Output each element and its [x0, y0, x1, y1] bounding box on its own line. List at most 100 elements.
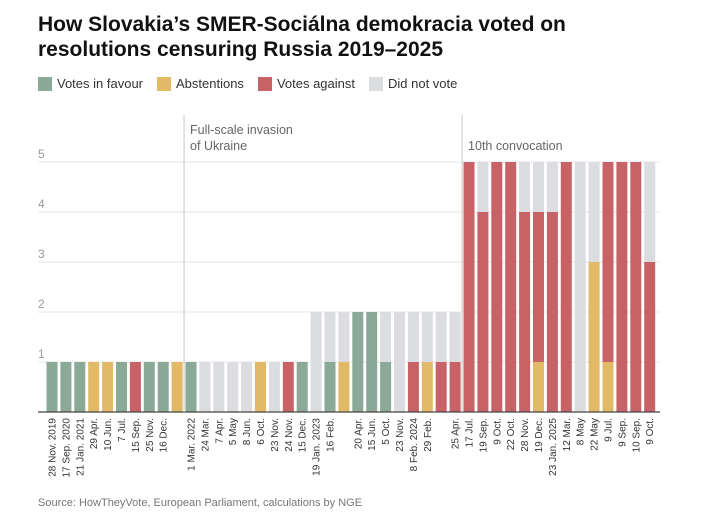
bar-segment-against	[449, 362, 461, 412]
bar-segment-favour	[143, 362, 155, 412]
bar-segment-none	[421, 312, 433, 362]
bar-segment-favour	[296, 362, 308, 412]
bar-segment-favour	[60, 362, 72, 412]
legend-item-none: Did not vote	[369, 76, 457, 91]
bar-segment-none	[241, 362, 253, 412]
x-tick-label: 7 Apr.	[214, 418, 225, 444]
bar-segment-against	[435, 362, 447, 412]
x-tick-label: 9 Sep.	[617, 418, 628, 447]
bar-segment-none	[533, 162, 544, 212]
x-tick-label: 17 Sep. 2020	[61, 418, 72, 478]
legend-label: Votes in favour	[57, 76, 143, 91]
x-tick-label: 5 May	[228, 418, 239, 445]
x-tick-label: 15 Dec.	[298, 418, 309, 452]
bar-segment-none	[588, 162, 600, 262]
x-tick-label: 29 Apr.	[89, 418, 100, 449]
x-tick-label: 8 Feb. 2024	[409, 418, 420, 472]
x-tick-label: 17 Jul.	[465, 418, 476, 447]
x-tick-label: 25 Apr.	[451, 418, 462, 449]
legend: Votes in favour Abstentions Votes agains…	[38, 76, 457, 91]
x-tick-label: 28 Nov.	[520, 418, 531, 452]
legend-item-favour: Votes in favour	[38, 76, 143, 91]
bar-segment-favour	[380, 362, 392, 412]
x-tick-label: 8 Jun.	[242, 418, 253, 445]
x-tick-label: 1 Mar. 2022	[187, 418, 198, 471]
x-tick-label: 8 May	[576, 418, 587, 445]
source-note: Source: HowTheyVote, European Parliament…	[38, 497, 363, 509]
legend-item-abstain: Abstentions	[157, 76, 244, 91]
x-tick-label: 20 Apr.	[353, 418, 364, 449]
x-tick-label: 29 Feb.	[423, 418, 434, 452]
x-tick-label: 24 Mar.	[200, 418, 211, 451]
x-tick-label: 25 Nov.	[145, 418, 156, 452]
bar-segment-none	[407, 312, 419, 362]
y-tick-label: 2	[38, 297, 45, 311]
annotation-text: Full-scale invasion	[190, 123, 293, 137]
bar-segment-none	[213, 362, 225, 412]
x-tick-label: 15 Sep.	[131, 418, 142, 452]
bar-segment-none	[574, 162, 586, 412]
y-tick-label: 4	[38, 197, 45, 211]
legend-swatch-favour	[38, 76, 52, 91]
bar-segment-against	[560, 162, 572, 412]
bar-segment-abstain	[88, 362, 100, 412]
x-tick-label: 10 Jun.	[103, 418, 114, 451]
x-tick-label: 23 Nov.	[395, 418, 406, 452]
bar-segment-favour	[185, 362, 197, 412]
bar-segment-abstain	[588, 262, 600, 412]
legend-item-against: Votes against	[257, 76, 355, 91]
x-tick-label: 9 Jul.	[604, 418, 615, 442]
bar-segment-none	[394, 312, 405, 412]
annotation-text: 10th convocation	[468, 139, 563, 153]
bar-segment-against	[616, 162, 628, 412]
x-tick-label: 16 Dec.	[159, 418, 170, 452]
bar-segment-abstain	[338, 362, 350, 412]
legend-swatch-against	[257, 76, 272, 91]
bar-segment-favour	[116, 362, 127, 412]
x-tick-label: 23 Jan. 2025	[548, 418, 559, 476]
legend-label: Abstentions	[176, 76, 244, 91]
bar-segment-against	[463, 162, 475, 412]
bar-segment-none	[644, 162, 656, 262]
y-tick-label: 1	[38, 347, 45, 361]
bar-segment-favour	[366, 312, 378, 412]
x-tick-label: 12 Mar.	[562, 418, 573, 451]
x-tick-label: 5 Oct.	[381, 418, 392, 445]
x-tick-label: 22 May	[590, 418, 601, 451]
bar-segment-none	[477, 162, 489, 212]
bar-segment-against	[533, 212, 544, 362]
bar-segment-against	[477, 212, 489, 412]
y-tick-label: 5	[38, 147, 45, 161]
bar-segment-favour	[74, 362, 86, 412]
x-tick-label: 22 Oct.	[506, 418, 517, 450]
bar-segment-none	[338, 312, 350, 362]
bar-segment-none	[449, 312, 461, 362]
x-tick-label: 19 Dec.	[534, 418, 545, 452]
bar-segment-against	[519, 212, 531, 412]
x-tick-label: 16 Feb.	[326, 418, 337, 452]
bar-segment-none	[546, 162, 558, 212]
bar-segment-abstain	[533, 362, 544, 412]
bar-segment-none	[310, 312, 322, 412]
bar-segment-against	[407, 362, 419, 412]
bar-segment-against	[644, 262, 656, 412]
bar-segment-none	[380, 312, 392, 362]
bar-segment-none	[227, 362, 239, 412]
bar-segment-abstain	[255, 362, 266, 412]
x-tick-label: 7 Jul.	[117, 418, 128, 442]
bar-segment-abstain	[602, 362, 614, 412]
bar-segment-favour	[157, 362, 169, 412]
bar-segment-against	[546, 212, 558, 412]
x-tick-label: 9 Oct.	[492, 418, 503, 445]
bar-segment-favour	[352, 312, 364, 412]
y-tick-label: 3	[38, 247, 45, 261]
bar-segment-abstain	[171, 362, 183, 412]
legend-label: Did not vote	[388, 76, 458, 91]
x-tick-label: 10 Sep.	[631, 418, 642, 452]
x-tick-label: 23 Nov.	[270, 418, 281, 452]
bar-segment-against	[129, 362, 141, 412]
x-tick-label: 9 Oct.	[645, 418, 656, 445]
bar-segment-against	[602, 162, 614, 362]
